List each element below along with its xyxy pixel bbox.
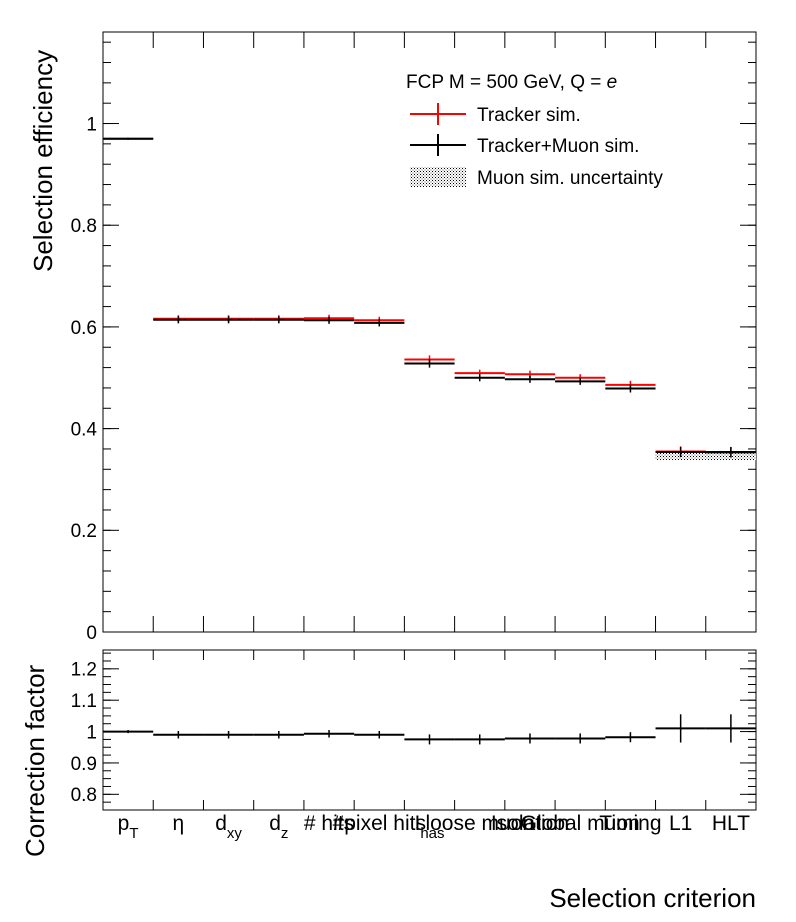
ratio-x-ticks (152, 650, 707, 810)
y-tick-label: 0.8 (71, 216, 97, 237)
x-category-label: Timing (599, 812, 661, 835)
x-category-label: loose muon (425, 812, 534, 835)
legend-muon-uncertainty-label: Muon sim. uncertainty (477, 168, 663, 189)
x-category-label: pT (118, 812, 139, 842)
main-y-axis: 0 0.2 0.4 0.6 0.8 1 (71, 41, 756, 644)
y-tick-label: 0.8 (71, 785, 97, 806)
legend-header-text: FCP M = 500 GeV, Q = (406, 72, 607, 93)
y-tick-label: 0.2 (71, 521, 97, 542)
legend-muon-uncertainty-swatch (410, 167, 466, 187)
x-category-label: HLT (712, 812, 750, 835)
legend-tracker-muon-label: Tracker+Muon sim. (477, 136, 639, 157)
legend-header-symbol: e (607, 72, 618, 93)
x-category-label: dxy (215, 812, 242, 842)
ratio-y-axis-title: Correction factor (20, 664, 50, 857)
y-tick-label: 0.4 (71, 419, 98, 440)
ratio-series (103, 714, 756, 745)
ratio-plot-frame (102, 649, 757, 811)
x-category-label: dz (269, 812, 288, 842)
y-tick-label: 0 (86, 623, 97, 644)
main-x-ticks (152, 32, 707, 632)
main-plot-frame (102, 31, 757, 633)
main-series (103, 137, 756, 458)
y-tick-label: 1 (86, 114, 97, 135)
x-category-label: Ihas (414, 812, 444, 842)
x-category-label: #pixel hits (333, 812, 426, 835)
y-tick-label: 0.6 (71, 318, 97, 339)
y-tick-label: 0.9 (71, 754, 97, 775)
y-tick-label: 1.2 (71, 660, 97, 681)
x-category-label: Isolation (491, 812, 569, 835)
legend-header: FCP M = 500 GeV, Q = e (406, 72, 617, 93)
y-tick-label: 1 (86, 722, 97, 743)
legend: FCP M = 500 GeV, Q = e Tracker sim. Trac… (406, 72, 663, 189)
y-tick-label: 1.1 (71, 691, 97, 712)
x-category-label: L1 (669, 812, 692, 835)
main-y-axis-title: Selection efficiency (28, 50, 58, 272)
ratio-y-axis: 0.8 0.9 1 1.1 1.2 (71, 652, 756, 811)
x-category-label: η (173, 812, 185, 835)
x-axis-title: Selection criterion (549, 883, 756, 913)
legend-tracker-label: Tracker sim. (477, 105, 581, 126)
x-category-label: Global muon (521, 812, 640, 835)
x-category-label: # hits (304, 812, 354, 835)
